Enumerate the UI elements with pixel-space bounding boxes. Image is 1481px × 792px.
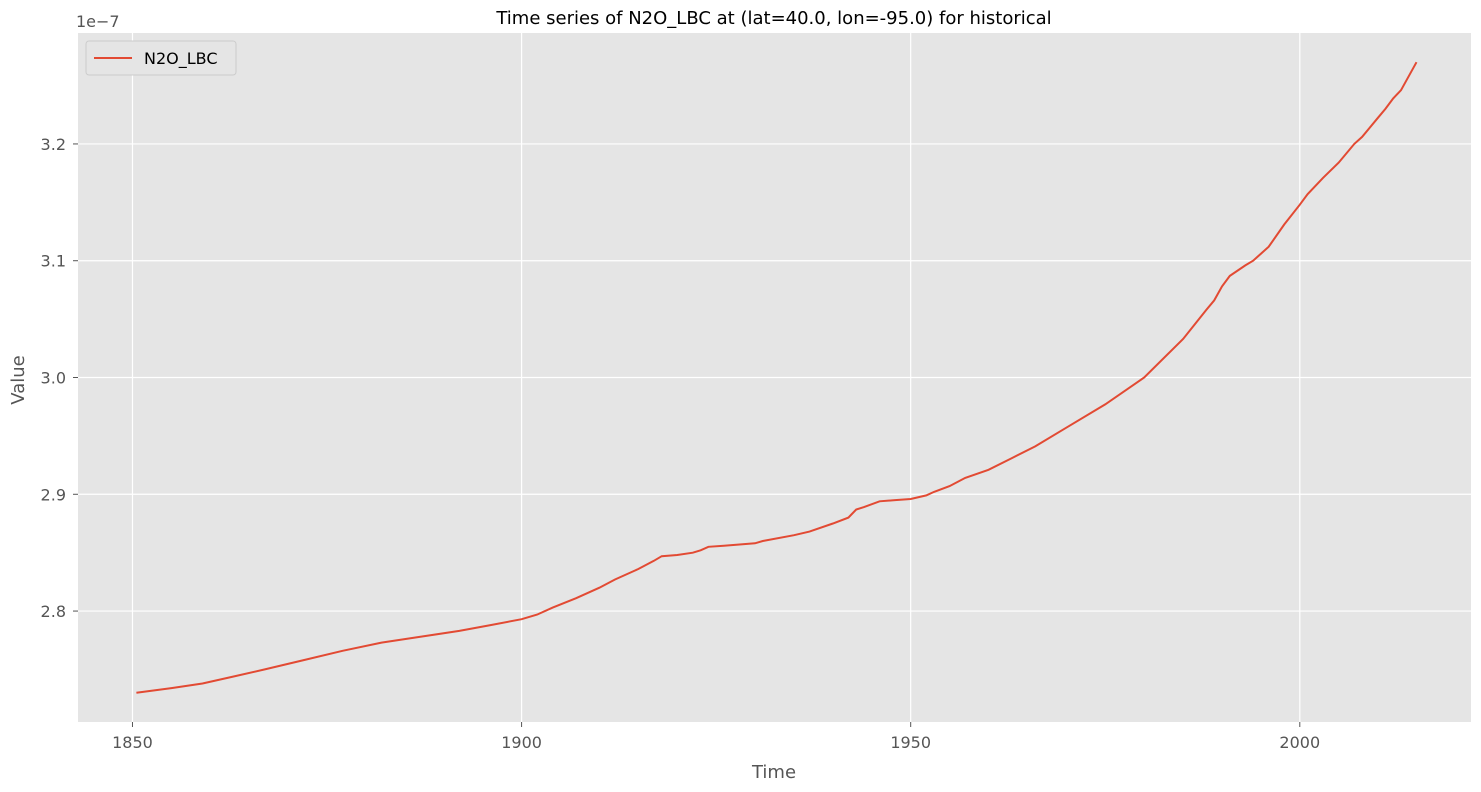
chart-title: Time series of N2O_LBC at (lat=40.0, lon… [495, 8, 1051, 29]
y-axis-offset-label: 1e−7 [76, 12, 120, 31]
y-axis-ticks: 2.8 2.9 3.0 3.1 3.2 [41, 135, 78, 621]
y-tick-label: 2.9 [41, 485, 66, 504]
y-tick-label: 3.0 [41, 369, 66, 388]
grid-layer [78, 33, 1471, 722]
y-tick-label: 3.1 [41, 252, 66, 271]
x-axis-ticks: 1850 1900 1950 2000 [112, 722, 1320, 752]
series-layer [136, 61, 1418, 694]
legend-label-n2o-lbc: N2O_LBC [144, 49, 218, 69]
legend-box [85, 40, 237, 76]
y-tick-label: 3.2 [41, 135, 66, 154]
y-axis-label: Value [8, 355, 29, 404]
x-tick-label: 2000 [1279, 733, 1320, 752]
series-line-n2o-lbc [136, 61, 1418, 694]
legend: N2O_LBC [85, 40, 237, 76]
y-tick-label: 2.8 [41, 602, 66, 621]
x-axis-label: Time [751, 762, 796, 783]
x-tick-label: 1900 [501, 733, 542, 752]
x-tick-label: 1950 [890, 733, 931, 752]
x-tick-label: 1850 [112, 733, 153, 752]
